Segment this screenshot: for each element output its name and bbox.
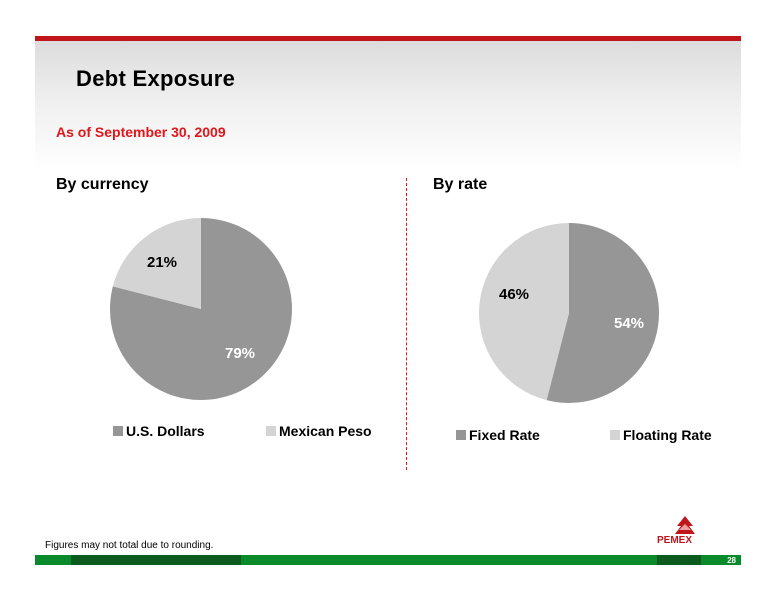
legend-label: Floating Rate xyxy=(623,427,712,443)
pie-slice-u-s-dollars xyxy=(109,218,293,400)
legend-label: Mexican Peso xyxy=(279,423,372,439)
chart-divider xyxy=(406,178,407,470)
pie-slice-mexican-peso xyxy=(112,218,201,309)
legend-item-mexican-peso: Mexican Peso xyxy=(266,423,372,439)
chart-title-currency: By currency xyxy=(56,176,149,193)
rate-pie-chart: 54% 46% xyxy=(479,223,659,403)
page-title: Debt Exposure xyxy=(76,66,236,91)
data-label: 21% xyxy=(147,254,177,271)
pemex-logo-icon xyxy=(675,516,695,534)
page-subtitle: As of September 30, 2009 xyxy=(56,124,226,140)
legend-swatch xyxy=(113,426,123,436)
pie-slice-fixed-rate xyxy=(546,223,659,403)
legend-item-us-dollars: U.S. Dollars xyxy=(113,423,205,439)
footnote: Figures may not total due to rounding. xyxy=(45,540,214,551)
legend-swatch xyxy=(266,426,276,436)
legend-item-floating-rate: Floating Rate xyxy=(610,427,712,443)
legend-swatch xyxy=(456,430,466,440)
data-label: 46% xyxy=(499,286,529,303)
legend-item-fixed-rate: Fixed Rate xyxy=(456,427,540,443)
pie-slice-floating-rate xyxy=(479,223,569,401)
chart-title-rate: By rate xyxy=(433,176,488,193)
legend-swatch xyxy=(610,430,620,440)
legend-label: Fixed Rate xyxy=(469,427,540,443)
header-band xyxy=(35,41,741,171)
top-accent-bar xyxy=(35,36,741,41)
page-number: 28 xyxy=(727,556,736,565)
footer-bar xyxy=(35,555,741,565)
data-label: 79% xyxy=(225,345,255,362)
legend-label: U.S. Dollars xyxy=(126,423,205,439)
logo-wordmark: PEMEX xyxy=(657,535,693,546)
data-label: 54% xyxy=(614,315,644,332)
currency-pie-chart: 79% 21% xyxy=(109,218,293,400)
